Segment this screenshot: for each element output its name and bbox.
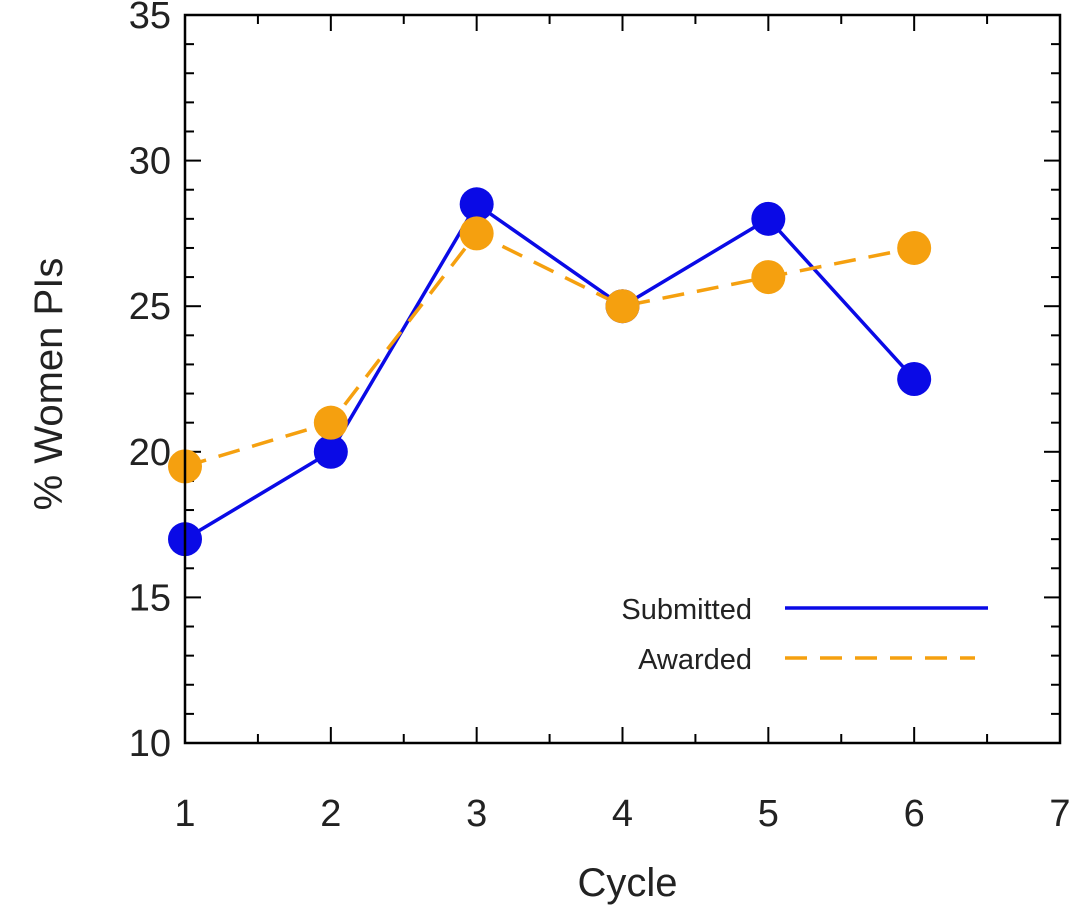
data-point-awarded <box>459 216 494 251</box>
legend-label-submitted: Submitted <box>621 594 752 626</box>
data-point-submitted <box>313 434 348 469</box>
minor-ticks <box>185 15 1060 743</box>
y-tick-label: 35 <box>129 0 171 37</box>
x-tick-label: 7 <box>1049 793 1070 835</box>
y-tick-label: 15 <box>129 577 171 619</box>
tick-labels: 10 15 20 25 30 35 1 2 3 4 5 6 7 <box>129 0 1071 835</box>
x-tick-label: 1 <box>174 793 195 835</box>
x-tick-label: 4 <box>612 793 633 835</box>
major-ticks <box>185 15 1060 743</box>
series-layer <box>168 187 932 557</box>
y-axis-title: % Women PIs <box>27 258 71 511</box>
y-tick-label: 30 <box>129 141 171 183</box>
y-tick-label: 10 <box>129 723 171 765</box>
legend-label-awarded: Awarded <box>638 644 752 676</box>
y-tick-label: 25 <box>129 286 171 328</box>
data-point-submitted <box>459 187 494 222</box>
x-tick-label: 5 <box>758 793 779 835</box>
data-point-awarded <box>605 289 640 324</box>
y-tick-label: 20 <box>129 432 171 474</box>
legend: Submitted Awarded <box>621 594 988 676</box>
data-point-submitted <box>751 201 786 236</box>
data-point-awarded <box>751 260 786 295</box>
series-line-awarded <box>184 231 915 469</box>
series-line-submitted <box>184 202 916 541</box>
plot-frame <box>183 13 1062 745</box>
x-tick-label: 3 <box>466 793 487 835</box>
data-point-submitted <box>897 362 932 396</box>
x-tick-label: 6 <box>904 793 925 835</box>
x-axis-title: Cycle <box>577 861 677 905</box>
data-point-awarded <box>897 230 932 265</box>
data-point-awarded <box>313 405 348 440</box>
x-tick-label: 2 <box>320 793 341 835</box>
